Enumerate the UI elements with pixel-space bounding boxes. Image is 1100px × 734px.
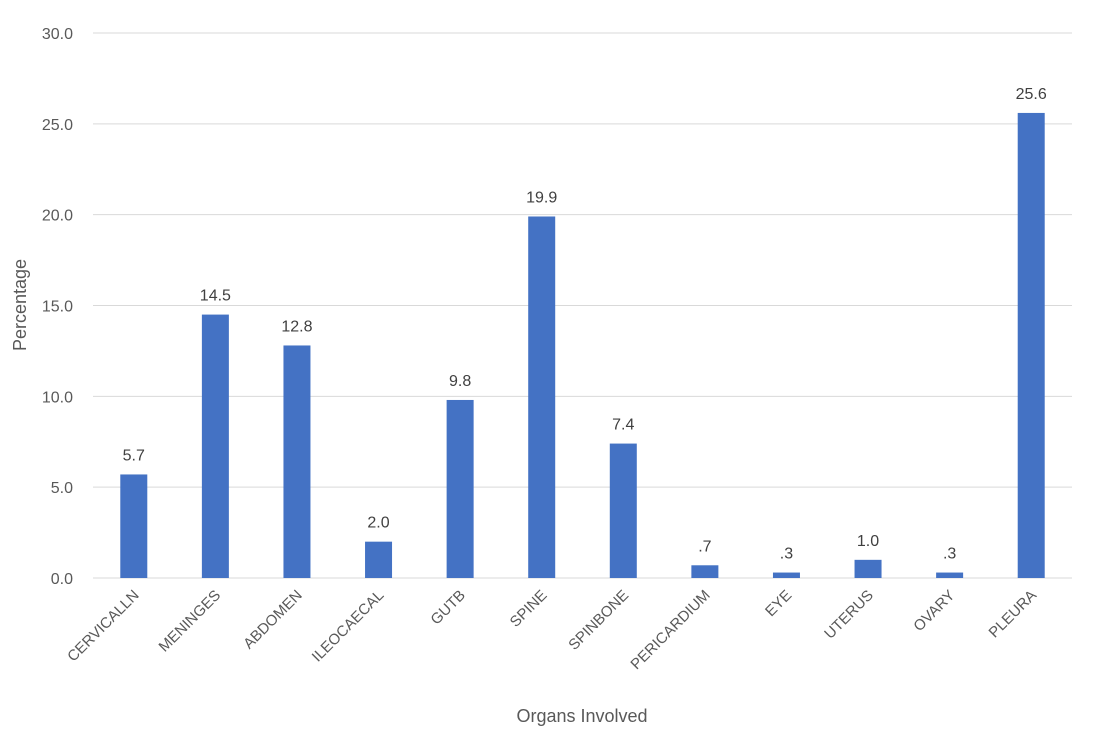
x-tick-label: UTERUS (821, 587, 877, 643)
bar-ovary (936, 572, 964, 578)
data-label: 5.7 (123, 447, 145, 464)
y-tick-label: 15.0 (42, 299, 73, 316)
data-label: 9.8 (449, 373, 471, 390)
x-tick-label: GUTB (427, 587, 468, 628)
x-tick-label: PLEURA (986, 587, 1040, 641)
bar-pericardium (691, 565, 719, 578)
x-tick-label: OVARY (910, 587, 958, 635)
x-tick-label: SPINE (507, 587, 551, 631)
y-tick-label: 5.0 (51, 480, 73, 497)
bar-abdomen (283, 345, 311, 578)
data-label: .7 (698, 538, 711, 555)
data-label: 1.0 (857, 533, 879, 550)
data-label: 2.0 (367, 515, 389, 532)
y-tick-label: 0.0 (51, 571, 73, 588)
bar-spinbone (609, 443, 637, 578)
data-label: 12.8 (281, 318, 312, 335)
x-tick-label: ILEOCAECAL (309, 587, 388, 666)
x-tick-label: PERICARDIUM (627, 587, 713, 673)
data-label: 19.9 (526, 189, 557, 206)
data-label: 14.5 (200, 288, 231, 305)
x-axis-categories: CERVICALLN MENINGES ABDOMEN ILEOCAECAL GUTB S… (64, 587, 1040, 673)
x-tick-label: EYE (762, 587, 795, 620)
x-tick-label: SPINBONE (565, 587, 632, 654)
data-label: .3 (943, 546, 956, 563)
y-tick-label: 10.0 (42, 389, 73, 406)
bar-ileocaecal (365, 541, 393, 578)
data-label: 7.4 (612, 417, 634, 434)
y-axis-ticks: 0.0 5.0 10.0 15.0 20.0 25.0 30.0 (42, 26, 73, 588)
bar-gutb (446, 399, 474, 578)
bar-meninges (201, 314, 229, 578)
bar-uterus (854, 559, 882, 578)
x-tick-label: CERVICALLN (64, 587, 142, 665)
y-tick-label: 30.0 (42, 26, 73, 43)
x-axis-title: Organs Involved (516, 706, 647, 726)
gridlines (93, 32, 1072, 579)
data-labels: 5.7 14.5 12.8 2.0 9.8 19.9 7.4 .7 .3 1.0 .3 25.6 (123, 86, 1047, 563)
x-tick-label: MENINGES (156, 587, 225, 656)
bar-cervicalln (120, 474, 148, 578)
bar-spine (528, 216, 556, 578)
bar-pleura (1017, 112, 1045, 578)
y-tick-label: 20.0 (42, 208, 73, 225)
x-tick-label: ABDOMEN (240, 587, 306, 653)
data-label: 25.6 (1016, 86, 1047, 103)
bar-eye (772, 572, 800, 578)
y-axis-title: Percentage (10, 259, 30, 351)
bars (120, 112, 1045, 578)
data-label: .3 (780, 546, 793, 563)
y-tick-label: 25.0 (42, 117, 73, 134)
